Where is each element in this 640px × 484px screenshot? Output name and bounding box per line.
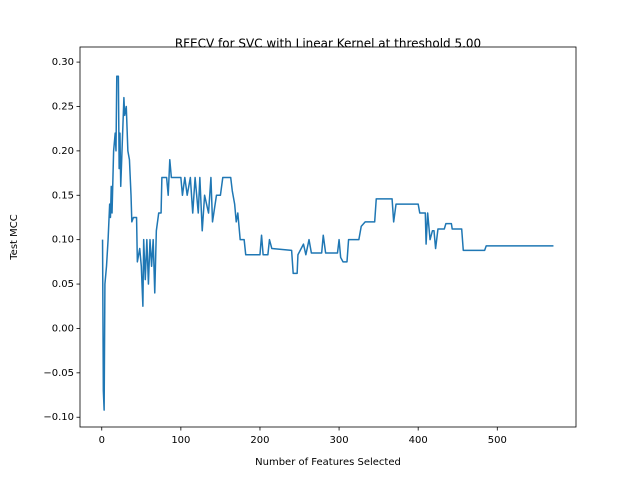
- y-tick-label: 0.15: [52, 190, 74, 201]
- y-tick-label: 0.10: [52, 235, 74, 246]
- x-tick-label: 400: [409, 435, 428, 446]
- x-tick-label: 0: [99, 435, 105, 446]
- y-tick-label: −0.05: [43, 368, 74, 379]
- x-tick-label: 500: [488, 435, 507, 446]
- plot-frame: [79, 46, 577, 428]
- y-tick-label: 0.25: [52, 101, 74, 112]
- chart-title: RFECV for SVC with Linear Kernel at thre…: [175, 37, 481, 51]
- x-tick-label: 300: [330, 435, 349, 446]
- y-tick-label: 0.00: [52, 323, 74, 334]
- y-axis-label: Test MCC: [9, 214, 20, 260]
- y-tick-label: 0.30: [52, 57, 74, 68]
- y-tick-label: 0.05: [52, 279, 74, 290]
- x-tick-label: 200: [250, 435, 269, 446]
- x-tick-label: 100: [171, 435, 190, 446]
- data-line: [101, 75, 554, 411]
- x-axis-label: Number of Features Selected: [255, 457, 401, 468]
- y-tick-label: −0.10: [43, 412, 74, 423]
- y-tick-label: 0.20: [52, 146, 74, 157]
